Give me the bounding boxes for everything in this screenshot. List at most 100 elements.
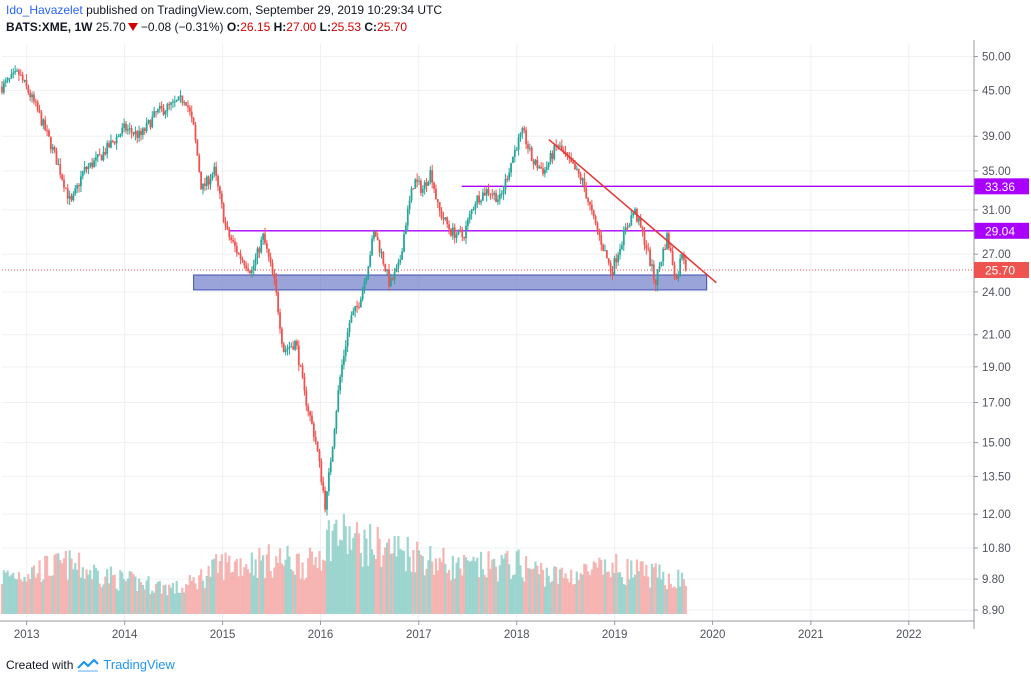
volume-bar bbox=[184, 584, 188, 614]
candle-body bbox=[617, 254, 620, 263]
volume-bar bbox=[560, 567, 563, 614]
volume-bar bbox=[511, 575, 515, 614]
volume-bar bbox=[370, 549, 374, 614]
candle-body bbox=[1, 86, 3, 93]
candle-body bbox=[64, 187, 67, 189]
volume-bar bbox=[344, 526, 347, 614]
candle-body bbox=[590, 204, 593, 211]
candle-body bbox=[528, 147, 531, 149]
candle-body bbox=[542, 168, 544, 174]
candle-body bbox=[363, 280, 366, 289]
volume-bar bbox=[36, 573, 39, 614]
candle-body bbox=[587, 198, 589, 202]
x-tick-label: 2021 bbox=[798, 629, 824, 641]
candle-body bbox=[664, 248, 667, 250]
volume-bar bbox=[543, 586, 546, 614]
candle-body bbox=[228, 229, 231, 238]
candle-body bbox=[607, 258, 610, 264]
descending-trend-line bbox=[548, 138, 717, 284]
volume-bar bbox=[290, 569, 293, 614]
candle-body bbox=[61, 174, 64, 180]
candle-body bbox=[677, 275, 680, 279]
volume-bar bbox=[107, 583, 111, 614]
volume-bar bbox=[322, 559, 325, 614]
price-label-bg bbox=[974, 222, 1029, 239]
candle-body bbox=[427, 181, 430, 186]
candle-body bbox=[23, 79, 26, 81]
candle-body bbox=[393, 272, 396, 280]
candle-body bbox=[123, 123, 126, 128]
volume-bar bbox=[513, 574, 516, 614]
volume-bar bbox=[68, 550, 71, 614]
volume-bar bbox=[2, 570, 5, 614]
volume-bar bbox=[200, 569, 203, 614]
volume-bar bbox=[248, 572, 252, 614]
volume-bar bbox=[461, 575, 464, 614]
volume-bar bbox=[177, 592, 180, 614]
volume-bar bbox=[562, 577, 565, 614]
change-text: −0.08 (−0.31%) bbox=[140, 20, 224, 34]
resistance-lines: 29.04 33.36 bbox=[229, 178, 1029, 239]
volume-bar bbox=[528, 568, 531, 614]
volume-bar bbox=[618, 572, 622, 614]
candle-body bbox=[252, 265, 255, 271]
candle-body bbox=[226, 225, 229, 230]
candle-body bbox=[147, 120, 150, 123]
candle-body bbox=[605, 250, 608, 259]
candle-body bbox=[98, 154, 101, 156]
tradingview-brand[interactable]: TradingView bbox=[103, 657, 175, 672]
symbol-line: BATS:XME, 1W 25.70 −0.08 (−0.31%) O:26.15… bbox=[6, 20, 407, 34]
candle-body bbox=[404, 225, 407, 234]
volume-bar bbox=[481, 569, 485, 614]
volume-bar bbox=[626, 558, 629, 614]
candle-body bbox=[634, 208, 636, 213]
volume-bar bbox=[57, 553, 60, 614]
candle-body bbox=[175, 100, 178, 102]
candle-body bbox=[341, 364, 343, 377]
candle-body bbox=[354, 305, 357, 312]
volume-bar bbox=[609, 577, 612, 614]
candle-body bbox=[42, 119, 45, 126]
volume-bar bbox=[305, 577, 308, 614]
candle-body bbox=[671, 250, 674, 265]
volume-bar bbox=[156, 581, 160, 614]
volume-bar bbox=[416, 541, 419, 614]
candle-body bbox=[307, 405, 310, 412]
x-tick-label: 2014 bbox=[112, 629, 138, 641]
volume-bar bbox=[474, 561, 477, 614]
volume-bar bbox=[32, 565, 36, 614]
volume-bar bbox=[491, 559, 494, 614]
volume-bar bbox=[109, 566, 113, 614]
candle-body bbox=[262, 233, 265, 240]
candle-body bbox=[384, 263, 387, 272]
y-tick-label: 35.00 bbox=[982, 166, 1011, 178]
volume-bar bbox=[339, 539, 342, 614]
candle-body bbox=[410, 188, 413, 201]
candle-body bbox=[76, 185, 79, 189]
volume-bar bbox=[29, 579, 32, 614]
volume-bar bbox=[87, 574, 90, 614]
candle-body bbox=[485, 189, 488, 196]
volume-bar bbox=[361, 566, 364, 614]
candle-body bbox=[85, 167, 88, 170]
volume-bar bbox=[66, 579, 69, 614]
volume-bar bbox=[421, 556, 424, 614]
volume-bar bbox=[555, 567, 558, 614]
volume-bar bbox=[662, 571, 665, 614]
candle-body bbox=[596, 223, 599, 231]
volume-bar bbox=[243, 567, 246, 614]
price-label-29.04: 29.04 bbox=[985, 224, 1015, 238]
candle-body bbox=[275, 278, 278, 293]
volume-bar bbox=[573, 583, 577, 614]
volume-bar bbox=[286, 545, 289, 614]
author-name[interactable]: Ido_Havazelet bbox=[6, 3, 83, 17]
candle-body bbox=[651, 264, 653, 266]
candle-body bbox=[102, 151, 105, 161]
candle-body bbox=[491, 194, 494, 196]
candle-body bbox=[322, 481, 325, 491]
volume-bar bbox=[500, 554, 503, 614]
candle-body bbox=[89, 162, 92, 167]
volume-bar bbox=[483, 575, 486, 614]
volume-bar bbox=[485, 577, 488, 614]
